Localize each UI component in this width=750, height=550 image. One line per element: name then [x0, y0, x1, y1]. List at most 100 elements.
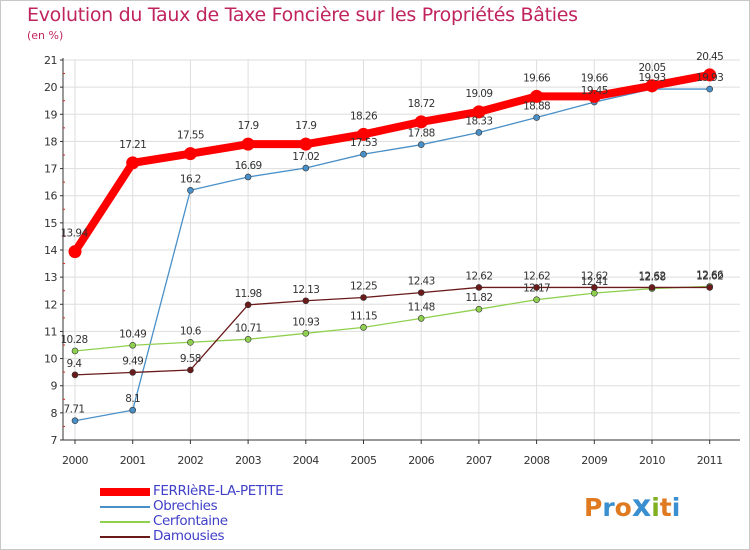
y-tick-label: 18 [44, 135, 57, 148]
data-point [472, 105, 486, 119]
data-point [126, 156, 140, 170]
chart-unit-label: (en %) [27, 29, 64, 42]
x-tick-label: 2006 [408, 454, 434, 467]
data-label: 11.48 [408, 301, 435, 313]
data-label: 10.93 [292, 316, 319, 328]
data-label: 12.58 [638, 272, 665, 284]
data-label: 10.49 [119, 328, 146, 340]
data-label: 12.62 [581, 270, 608, 282]
data-label: 18.26 [350, 110, 378, 122]
data-point [645, 79, 659, 93]
data-point [414, 115, 428, 129]
legend-label: Obrechies [153, 498, 218, 514]
data-label: 18.33 [465, 115, 492, 127]
legend-label: Cerfontaine [153, 513, 228, 529]
data-point [71, 371, 79, 379]
data-point [590, 284, 598, 291]
x-tick-label: 2000 [62, 454, 88, 467]
x-tick-label: 2002 [177, 454, 203, 467]
data-point [475, 284, 483, 291]
data-label: 12.66 [696, 269, 724, 281]
data-label: 17.21 [119, 139, 146, 151]
data-label: 12.62 [523, 270, 550, 282]
data-label: 9.58 [180, 353, 201, 365]
data-point [129, 341, 136, 349]
data-label: 19.93 [638, 72, 665, 84]
data-label: 7.71 [64, 404, 85, 416]
data-label: 17.88 [408, 128, 435, 140]
logo-letter: P [584, 493, 603, 522]
data-point [360, 294, 367, 301]
data-point [533, 284, 540, 291]
data-point [302, 330, 310, 337]
data-point [129, 369, 136, 376]
y-tick-label: 16 [44, 190, 57, 203]
data-point [71, 417, 79, 425]
x-tick-label: 2011 [697, 454, 723, 467]
data-label: 19.66 [523, 72, 551, 84]
data-point [417, 141, 425, 148]
data-point [703, 68, 717, 82]
data-point [475, 129, 483, 136]
data-label: 11.82 [465, 292, 492, 304]
data-point [587, 89, 601, 103]
data-label: 19.93 [696, 72, 723, 84]
data-label: 18.72 [408, 98, 435, 110]
legend-label: Damousies [153, 528, 225, 544]
y-tick-label: 12 [44, 298, 57, 311]
data-label: 17.53 [350, 137, 377, 149]
data-label: 17.9 [295, 120, 316, 132]
data-point [129, 406, 136, 414]
legend-swatch [100, 488, 150, 496]
series-line-damousies [74, 286, 711, 376]
y-tick-label: 10 [44, 353, 57, 366]
x-tick-label: 2004 [293, 454, 319, 467]
data-point [706, 85, 714, 93]
data-label: 10.6 [180, 325, 202, 337]
legend-swatch [100, 521, 150, 523]
y-tick-label: 8 [51, 407, 58, 420]
data-point [244, 301, 252, 309]
data-point [187, 186, 194, 194]
data-label: 17.02 [292, 151, 319, 163]
y-tick-label: 17 [44, 163, 57, 176]
y-tick-label: 20 [44, 81, 57, 94]
series-line-cerfontaine [74, 285, 711, 352]
x-tick-label: 2007 [466, 454, 492, 467]
data-point [590, 289, 598, 297]
series-line-obrechies [74, 88, 711, 422]
x-tick-label: 2008 [524, 454, 550, 467]
data-point [360, 324, 367, 331]
data-label: 12.25 [350, 281, 377, 293]
data-point [187, 338, 194, 346]
data-label: 9.49 [122, 355, 143, 367]
x-tick-label: 2003 [235, 454, 261, 467]
data-label: 8.1 [125, 393, 140, 405]
logo-letter: i [671, 493, 681, 522]
data-point [187, 366, 194, 374]
data-point [417, 315, 425, 322]
y-tick-label: 13 [44, 271, 57, 284]
data-point [183, 147, 197, 161]
series-line-ferri-re-la-petite [71, 70, 714, 256]
data-label: 11.15 [350, 310, 377, 322]
legend-label: FERRIèRE-LA-PETITE [153, 483, 284, 499]
data-point [475, 305, 483, 313]
data-label: 18.88 [523, 101, 550, 113]
data-label: 12.62 [465, 270, 492, 282]
data-label: 16.69 [235, 160, 262, 172]
y-tick-label: 14 [44, 244, 57, 257]
data-point [302, 164, 310, 172]
data-label: 19.66 [581, 72, 609, 84]
y-tick-label: 11 [44, 325, 57, 338]
legend-swatch [100, 536, 150, 538]
y-tick-label: 19 [44, 108, 57, 121]
data-point [417, 289, 425, 296]
data-label: 17.55 [177, 130, 204, 142]
data-label: 10.71 [235, 322, 262, 334]
x-tick-label: 2001 [120, 454, 146, 467]
data-label: 20.05 [638, 62, 665, 74]
data-point [244, 335, 252, 343]
data-label: 16.2 [180, 173, 201, 185]
